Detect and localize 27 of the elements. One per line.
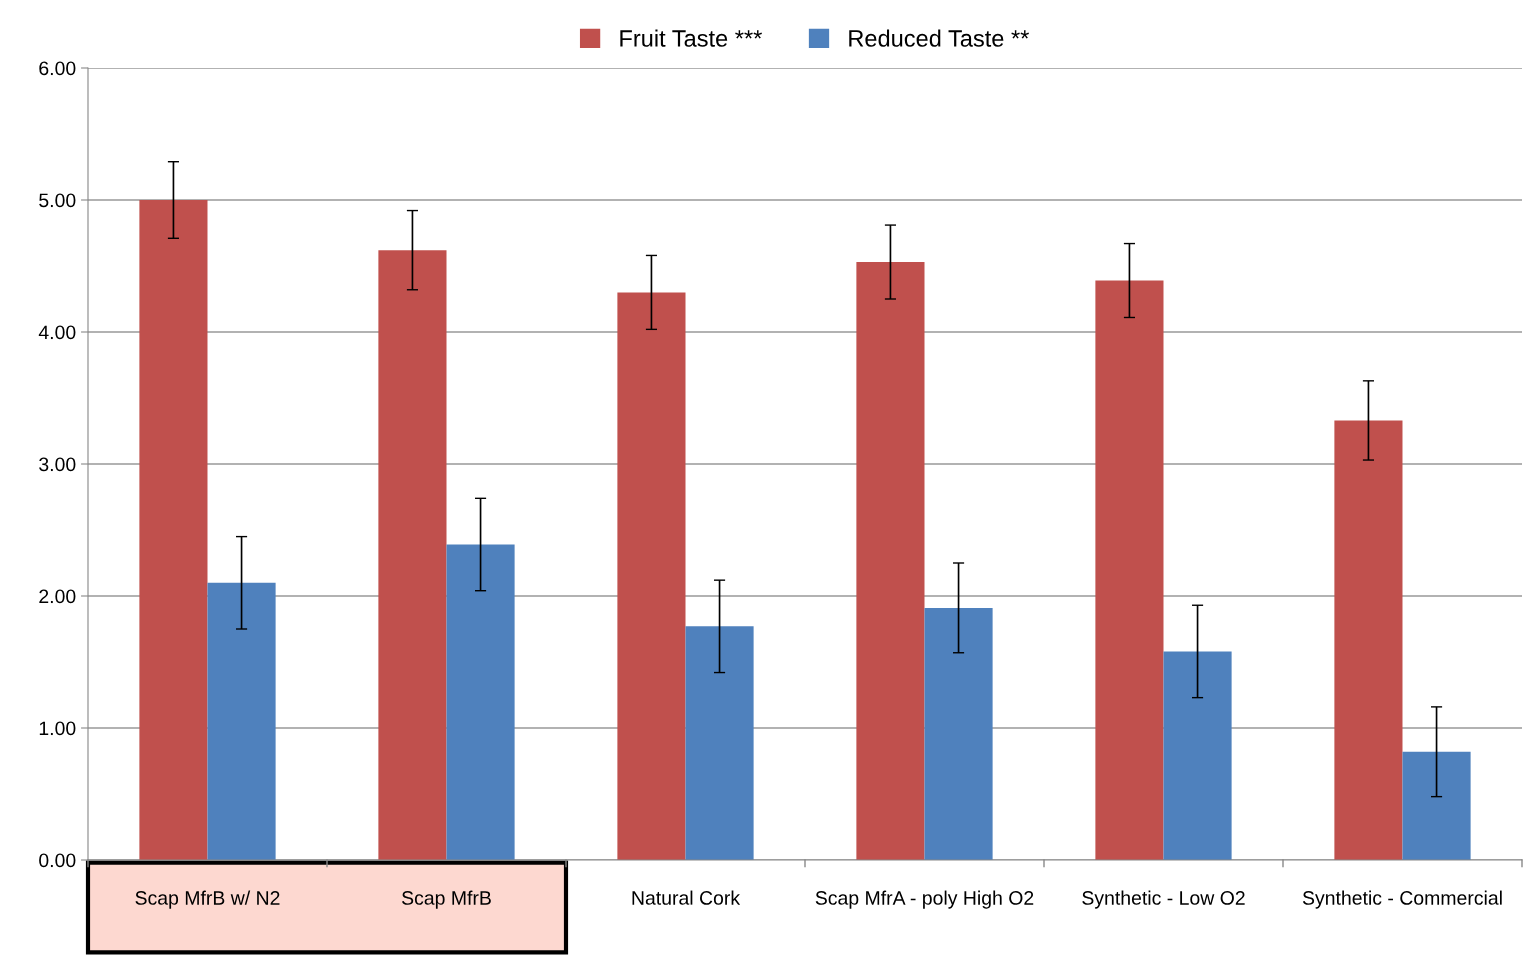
y-tick-label: 2.00	[39, 589, 76, 604]
bar	[617, 292, 686, 860]
bar	[685, 626, 754, 860]
x-tick-label: Scap MfrB	[402, 890, 491, 909]
x-tick-label: Scap MfrB w/ N2	[135, 890, 280, 909]
bar	[1095, 280, 1164, 860]
bar	[924, 607, 993, 860]
y-tick-label: 5.00	[39, 193, 76, 208]
bar	[1334, 420, 1403, 860]
y-tick-label: 0.00	[39, 853, 76, 868]
bar	[139, 200, 208, 860]
bar	[856, 262, 925, 860]
x-tick-label: Scap MfrA - poly High O2	[815, 890, 1034, 909]
bar	[378, 250, 447, 860]
y-tick-label: 1.00	[39, 721, 76, 736]
y-tick-label: 3.00	[39, 457, 76, 472]
x-tick-label: Synthetic - Commercial	[1302, 890, 1502, 909]
y-tick-label: 4.00	[38, 325, 76, 340]
y-tick-label: 6.00	[39, 61, 76, 76]
bar	[1163, 651, 1232, 860]
legend-label: Fruit Taste ***	[620, 29, 762, 47]
bar	[446, 544, 515, 860]
bar	[207, 582, 276, 860]
legend-label: Reduced Taste **	[849, 29, 1029, 47]
x-tick-label: Natural Cork	[632, 890, 741, 905]
x-tick-label: Synthetic - Low O2	[1082, 890, 1245, 909]
bar	[1402, 751, 1471, 860]
